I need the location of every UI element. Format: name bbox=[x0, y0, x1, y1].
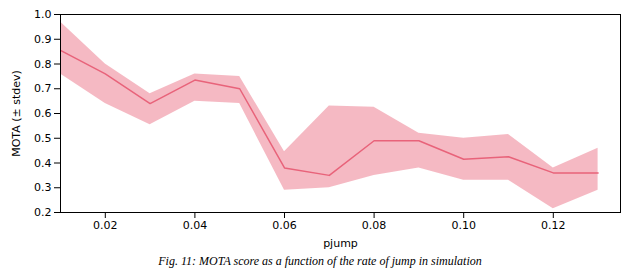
svg-text:1.0: 1.0 bbox=[34, 8, 52, 21]
svg-text:0.7: 0.7 bbox=[34, 82, 52, 95]
svg-text:0.12: 0.12 bbox=[541, 219, 566, 232]
svg-text:0.3: 0.3 bbox=[34, 181, 52, 194]
svg-text:0.08: 0.08 bbox=[362, 219, 387, 232]
svg-text:0.06: 0.06 bbox=[272, 219, 297, 232]
svg-text:0.6: 0.6 bbox=[34, 107, 52, 120]
svg-text:0.9: 0.9 bbox=[34, 33, 52, 46]
svg-text:0.2: 0.2 bbox=[34, 206, 52, 219]
svg-text:0.04: 0.04 bbox=[183, 219, 208, 232]
svg-text:0.5: 0.5 bbox=[34, 132, 52, 145]
svg-text:0.10: 0.10 bbox=[451, 219, 476, 232]
svg-text:0.02: 0.02 bbox=[93, 219, 118, 232]
svg-text:0.4: 0.4 bbox=[34, 157, 52, 170]
html-text:Fig. 11: MOTA score as a funct: Fig. 11: MOTA score as a function of the… bbox=[158, 254, 482, 268]
svg-text:MOTA (± stdev): MOTA (± stdev) bbox=[10, 70, 23, 157]
svg-text:pjump: pjump bbox=[323, 237, 358, 250]
svg-text:0.8: 0.8 bbox=[34, 58, 52, 71]
